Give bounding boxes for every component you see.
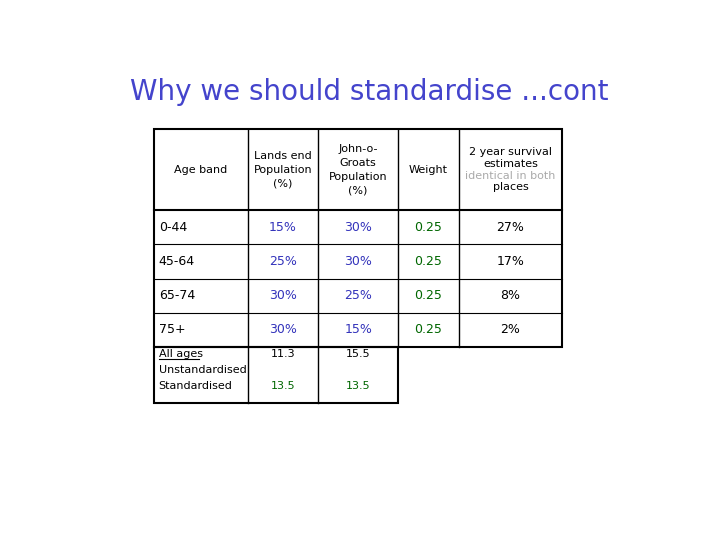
Bar xyxy=(154,129,562,347)
Text: 15%: 15% xyxy=(269,221,297,234)
Text: 30%: 30% xyxy=(269,289,297,302)
Text: 0.25: 0.25 xyxy=(415,323,442,336)
Text: 75+: 75+ xyxy=(158,323,185,336)
Text: 15%: 15% xyxy=(344,323,372,336)
Text: 30%: 30% xyxy=(344,255,372,268)
Text: Why we should standardise ...cont: Why we should standardise ...cont xyxy=(130,78,608,106)
Text: 65-74: 65-74 xyxy=(158,289,195,302)
Text: Unstandardised: Unstandardised xyxy=(158,365,246,375)
Text: All ages: All ages xyxy=(158,349,202,359)
Text: Age band: Age band xyxy=(174,165,228,175)
Text: 27%: 27% xyxy=(497,221,524,234)
Text: 13.5: 13.5 xyxy=(271,381,295,391)
Text: places: places xyxy=(492,183,528,192)
Text: 2%: 2% xyxy=(500,323,521,336)
Text: 17%: 17% xyxy=(497,255,524,268)
Text: 0.25: 0.25 xyxy=(415,221,442,234)
Text: 0.25: 0.25 xyxy=(415,289,442,302)
Text: 0.25: 0.25 xyxy=(415,255,442,268)
Text: Standardised: Standardised xyxy=(158,381,233,391)
Text: 11.3: 11.3 xyxy=(271,349,295,359)
Text: 2 year survival: 2 year survival xyxy=(469,147,552,157)
Text: 25%: 25% xyxy=(269,255,297,268)
Text: 25%: 25% xyxy=(344,289,372,302)
Text: 0-44: 0-44 xyxy=(158,221,187,234)
Text: 30%: 30% xyxy=(344,221,372,234)
Text: 15.5: 15.5 xyxy=(346,349,370,359)
Text: 8%: 8% xyxy=(500,289,521,302)
Text: identical in both: identical in both xyxy=(465,171,556,180)
Text: 13.5: 13.5 xyxy=(346,381,370,391)
Bar xyxy=(154,347,398,403)
Text: Weight: Weight xyxy=(409,165,448,175)
Text: 30%: 30% xyxy=(269,323,297,336)
Text: estimates: estimates xyxy=(483,159,538,169)
Text: 45-64: 45-64 xyxy=(158,255,194,268)
Text: John-o-
Groats
Population
(%): John-o- Groats Population (%) xyxy=(329,144,387,196)
Text: Lands end
Population
(%): Lands end Population (%) xyxy=(253,151,312,189)
